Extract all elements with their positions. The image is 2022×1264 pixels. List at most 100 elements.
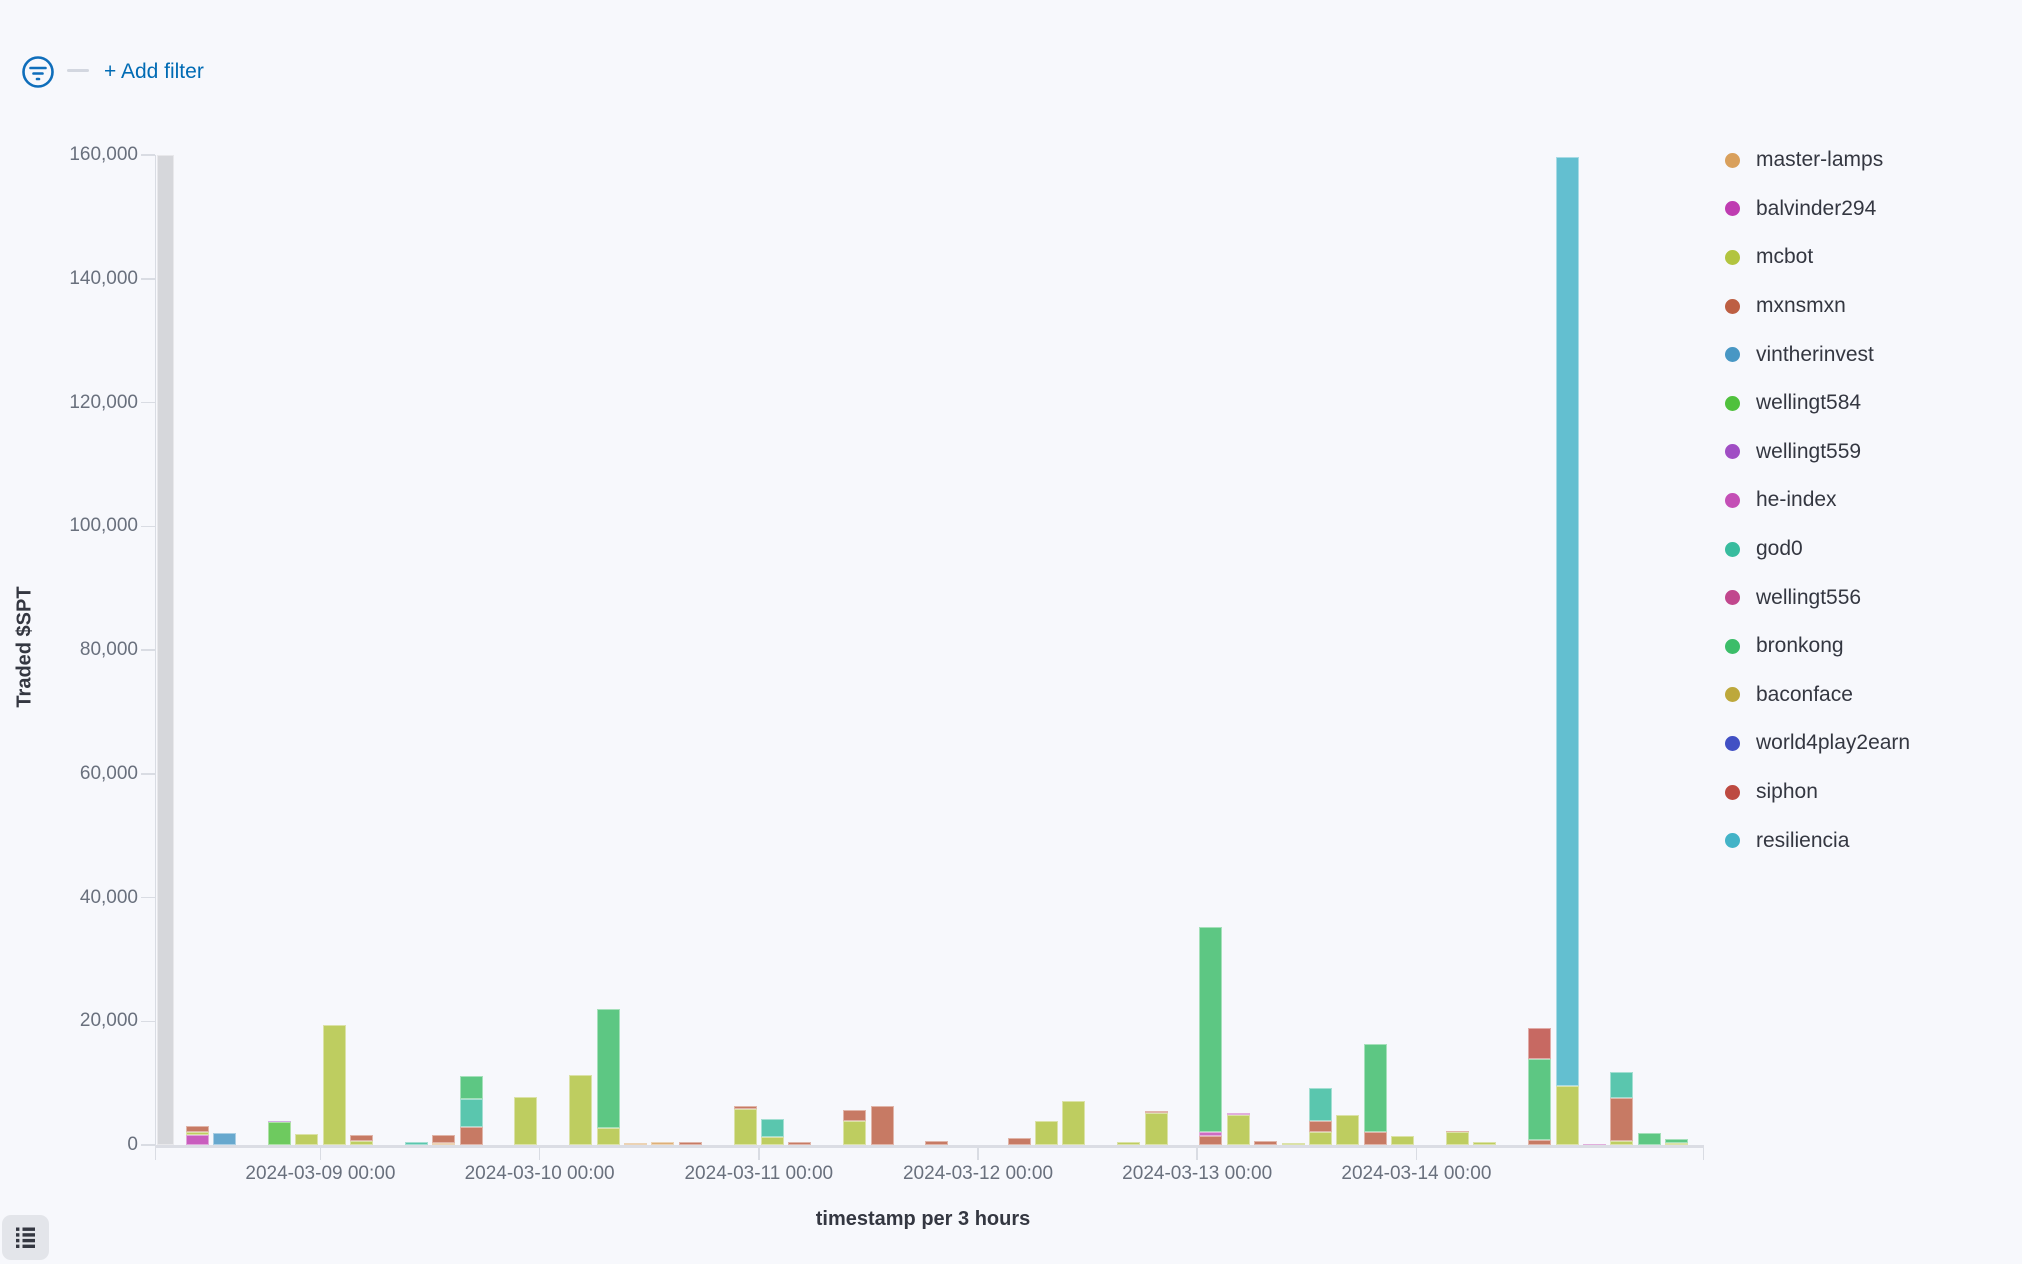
bar-2024-03-12 18:00-mcbot[interactable] xyxy=(1144,1113,1168,1145)
legend-item-balvinder294[interactable]: balvinder294 xyxy=(1718,185,2018,234)
bar-2024-03-14 03:00-mxnsmxn[interactable] xyxy=(1446,1131,1469,1133)
bar-2024-03-13 00:00-he-index[interactable] xyxy=(1199,1132,1223,1136)
legend-item-wellingt559[interactable]: wellingt559 xyxy=(1718,428,2018,477)
bar-2024-03-10 06:00-mcbot[interactable] xyxy=(596,1127,620,1145)
bar-2024-03-14 03:00-mcbot[interactable] xyxy=(1446,1132,1469,1145)
wellingt584-legend-dot-icon xyxy=(1725,395,1740,411)
bar-2024-03-15 03:00-bronkong[interactable] xyxy=(1665,1138,1689,1143)
bar-2024-03-14 18:00-he-index[interactable] xyxy=(1583,1144,1606,1146)
legend-item-siphon[interactable]: siphon xyxy=(1718,768,2018,817)
legend-item-bronkong[interactable]: bronkong xyxy=(1718,622,2018,671)
bar-2024-03-09 15:00-bronkong[interactable] xyxy=(459,1075,483,1100)
bar-2024-03-10 21:00-mcbot[interactable] xyxy=(733,1109,757,1145)
x-tick xyxy=(977,1147,979,1160)
legend-item-world4play2earn[interactable]: world4play2earn xyxy=(1718,719,2018,768)
bar-2024-03-08 09:00-mxnsmxn[interactable] xyxy=(185,1126,209,1132)
y-tick xyxy=(141,896,155,899)
bar-2024-03-10 03:00-mcbot[interactable] xyxy=(569,1074,593,1145)
bar-2024-03-12 18:00-mxnsmxn[interactable] xyxy=(1144,1111,1168,1114)
master-lamps-legend-dot-icon xyxy=(1725,152,1740,168)
bar-2024-03-08 18:00-wellingt559[interactable] xyxy=(267,1120,291,1123)
bar-2024-03-13 00:00-bronkong[interactable] xyxy=(1199,926,1223,1133)
bar-2024-03-13 03:00-mcbot[interactable] xyxy=(1226,1114,1250,1145)
bar-2024-03-14 12:00-mxnsmxn[interactable] xyxy=(1528,1140,1552,1145)
legend-item-baconface[interactable]: baconface xyxy=(1718,671,2018,720)
bar-2024-03-08 21:00-mcbot[interactable] xyxy=(295,1134,319,1145)
add-filter-link[interactable]: + Add filter xyxy=(104,60,204,83)
bar-2024-03-09 15:00-god0[interactable] xyxy=(459,1099,483,1127)
bar-2024-03-13 09:00-mcbot[interactable] xyxy=(1281,1142,1305,1145)
legend-item-wellingt556[interactable]: wellingt556 xyxy=(1718,573,2018,622)
bar-2024-03-09 09:00-god0[interactable] xyxy=(404,1142,428,1145)
x-tick xyxy=(319,1147,322,1160)
legend-item-vintherinvest[interactable]: vintherinvest xyxy=(1718,330,2018,379)
bar-2024-03-09 12:00-mxnsmxn[interactable] xyxy=(432,1135,456,1144)
bar-2024-03-08 09:00-mcbot[interactable] xyxy=(185,1131,209,1136)
bar-2024-03-09 15:00-mxnsmxn[interactable] xyxy=(459,1126,483,1145)
bar-2024-03-11 09:00-mcbot[interactable] xyxy=(843,1121,867,1145)
legend-item-mxnsmxn[interactable]: mxnsmxn xyxy=(1718,282,2018,331)
bar-2024-03-11 12:00-mxnsmxn[interactable] xyxy=(870,1106,894,1145)
bar-2024-03-10 09:00-master-lamps[interactable] xyxy=(624,1143,647,1145)
bar-2024-03-12 06:00-mcbot[interactable] xyxy=(1035,1120,1058,1145)
legend-item-mcbot[interactable]: mcbot xyxy=(1718,233,2018,282)
bar-2024-03-08 06:00-clipped-partial[interactable] xyxy=(157,155,174,1145)
legend-label: wellingt584 xyxy=(1756,391,1862,415)
legend-item-resiliencia[interactable]: resiliencia xyxy=(1718,816,2018,865)
bar-2024-03-10 15:00-mxnsmxn[interactable] xyxy=(678,1142,702,1145)
bar-2024-03-15 03:00-mcbot[interactable] xyxy=(1665,1142,1689,1145)
x-axis-end-tick xyxy=(154,1147,156,1160)
bar-2024-03-14 06:00-mcbot[interactable] xyxy=(1473,1141,1497,1145)
bar-2024-03-13 12:00-god0[interactable] xyxy=(1309,1088,1332,1122)
legend-item-wellingt584[interactable]: wellingt584 xyxy=(1718,379,2018,428)
bar-2024-03-11 03:00-mxnsmxn[interactable] xyxy=(788,1141,812,1145)
y-tick-label: 120,000 xyxy=(69,391,138,413)
filter-icon-button[interactable] xyxy=(21,55,55,89)
bar-2024-03-10 21:00-mxnsmxn[interactable] xyxy=(733,1105,757,1110)
x-tick xyxy=(538,1147,541,1160)
bar-2024-03-14 12:00-bronkong[interactable] xyxy=(1528,1059,1552,1141)
bar-2024-03-09 12:00-master-lamps[interactable] xyxy=(432,1143,456,1145)
bar-2024-03-13 18:00-bronkong[interactable] xyxy=(1363,1044,1387,1133)
bar-2024-03-09 21:00-mcbot[interactable] xyxy=(514,1097,538,1145)
bar-2024-03-14 21:00-mcbot[interactable] xyxy=(1610,1140,1634,1145)
filter-in-circle-icon xyxy=(21,56,55,92)
bar-2024-03-13 15:00-mcbot[interactable] xyxy=(1336,1114,1360,1145)
bar-2024-03-11 00:00-mcbot[interactable] xyxy=(761,1137,784,1145)
bar-2024-03-14 15:00-mcbot[interactable] xyxy=(1555,1085,1579,1145)
bar-2024-03-14 15:00-resiliencia[interactable] xyxy=(1555,157,1579,1086)
bar-2024-03-10 06:00-bronkong[interactable] xyxy=(596,1009,620,1128)
bar-2024-03-09 00:00-mcbot[interactable] xyxy=(322,1024,346,1145)
legend-item-god0[interactable]: god0 xyxy=(1718,525,2018,574)
bar-2024-03-09 03:00-mxnsmxn[interactable] xyxy=(350,1135,373,1141)
baconface-legend-dot-icon xyxy=(1725,687,1740,703)
bar-2024-03-08 09:00-balvinder294[interactable] xyxy=(185,1135,209,1145)
bar-2024-03-11 18:00-mxnsmxn[interactable] xyxy=(925,1141,949,1145)
bar-2024-03-08 12:00-vintherinvest[interactable] xyxy=(213,1132,236,1145)
bar-2024-03-10 12:00-master-lamps[interactable] xyxy=(651,1141,675,1145)
bar-2024-03-15 00:00-bronkong[interactable] xyxy=(1637,1133,1661,1145)
bar-2024-03-11 09:00-mxnsmxn[interactable] xyxy=(843,1110,867,1122)
bar-2024-03-13 06:00-mxnsmxn[interactable] xyxy=(1254,1141,1278,1145)
y-tick-label: 40,000 xyxy=(79,886,138,908)
bar-2024-03-08 18:00-wellingt584[interactable] xyxy=(267,1122,291,1145)
bar-2024-03-12 03:00-mxnsmxn[interactable] xyxy=(1007,1138,1031,1145)
bar-2024-03-13 00:00-mxnsmxn[interactable] xyxy=(1199,1135,1223,1145)
legend-item-master-lamps[interactable]: master-lamps xyxy=(1718,136,2018,185)
bar-2024-03-13 12:00-mxnsmxn[interactable] xyxy=(1309,1121,1332,1133)
bar-2024-03-09 03:00-mcbot[interactable] xyxy=(350,1140,373,1145)
legend-toggle-button[interactable] xyxy=(2,1215,49,1260)
bar-2024-03-12 09:00-mcbot[interactable] xyxy=(1062,1100,1086,1145)
legend-item-he-index[interactable]: he-index xyxy=(1718,476,2018,525)
bar-2024-03-13 03:00-he-index[interactable] xyxy=(1226,1112,1250,1115)
bar-2024-03-11 00:00-god0[interactable] xyxy=(761,1119,784,1138)
bar-2024-03-13 12:00-mcbot[interactable] xyxy=(1309,1132,1332,1145)
bar-2024-03-13 18:00-mxnsmxn[interactable] xyxy=(1363,1132,1387,1145)
y-tick xyxy=(141,401,155,404)
bar-2024-03-12 15:00-mcbot[interactable] xyxy=(1117,1142,1141,1145)
bar-2024-03-14 12:00-siphon[interactable] xyxy=(1528,1028,1552,1060)
bar-2024-03-13 21:00-mcbot[interactable] xyxy=(1391,1135,1415,1145)
bar-2024-03-14 21:00-mxnsmxn[interactable] xyxy=(1610,1097,1634,1141)
bar-2024-03-14 21:00-god0[interactable] xyxy=(1610,1071,1634,1098)
y-tick-label: 20,000 xyxy=(79,1010,138,1032)
